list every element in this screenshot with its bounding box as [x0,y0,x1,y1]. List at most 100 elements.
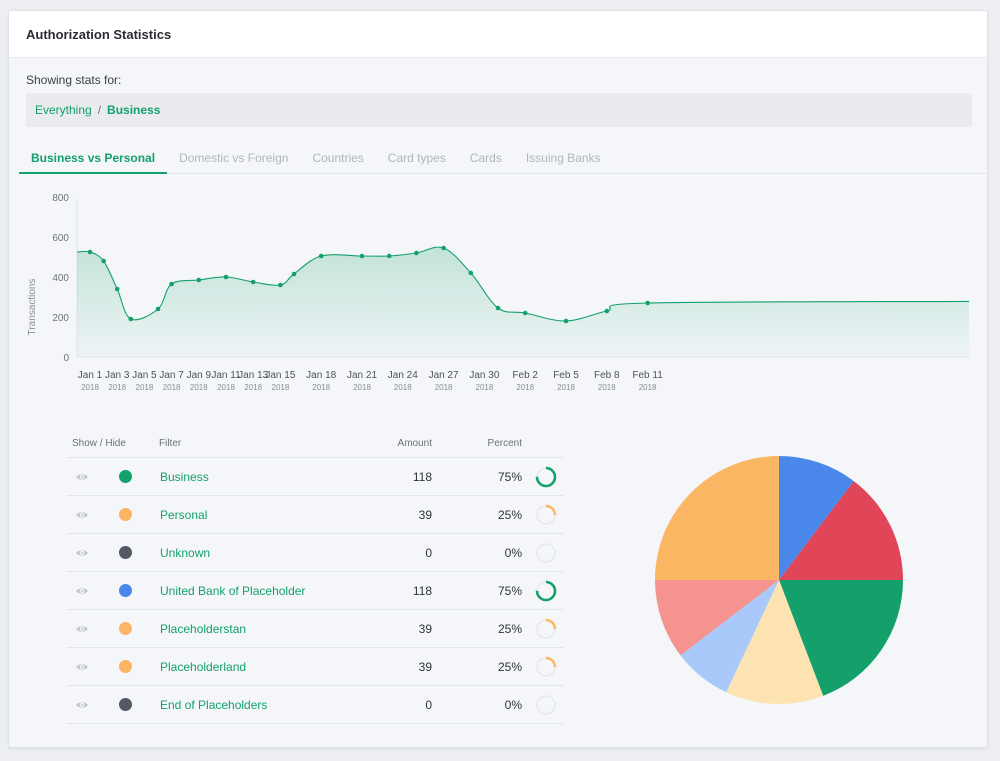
data-point [278,282,283,288]
data-point [645,300,650,306]
x-tick-label: Jan 13 [238,370,268,381]
tab-bar: Business vs Personal Domestic vs Foreign… [19,149,987,174]
percent-ring [535,656,557,678]
breadcrumb-separator: / [97,103,102,117]
x-tick-label: Jan 1 [78,370,103,381]
data-point [87,249,93,255]
table-row: Business 118 75% [67,458,564,496]
x-tick-year: 2018 [136,383,154,392]
header-amount: Amount [397,438,432,449]
tab-business-vs-personal[interactable]: Business vs Personal [19,149,168,174]
ring-progress [535,504,557,526]
color-dot [119,622,132,635]
data-point [468,270,474,276]
eye-icon[interactable] [75,660,89,674]
eye-icon[interactable] [75,470,89,484]
pie-slice [779,456,854,580]
percent-value: 25% [497,660,522,674]
color-dot [119,546,132,559]
x-tick-label: Jan 9 [187,370,212,381]
eye-icon[interactable] [75,508,89,522]
pie-slice [779,481,903,580]
eye-icon[interactable] [75,698,89,712]
amount-value: 0 [425,698,432,712]
filter-link[interactable]: Placeholderland [160,660,247,674]
area-fill [77,247,969,357]
y-tick-label: 400 [52,273,69,284]
x-tick-year: 2018 [81,383,99,392]
data-point [495,305,501,311]
tab-card-types[interactable]: Card types [387,151,446,165]
data-point [155,306,161,312]
card-title: Authorization Statistics [9,11,987,58]
data-point [359,253,365,259]
x-tick-year: 2018 [244,383,262,392]
filter-link[interactable]: Business [160,470,209,484]
breadcrumb: Everything / Business [26,93,972,127]
percent-ring [535,466,557,488]
y-tick-label: 800 [52,193,69,204]
x-tick-year: 2018 [312,383,330,392]
percent-ring [535,618,557,640]
tab-cards[interactable]: Cards [469,151,502,165]
amount-value: 118 [412,584,432,598]
filter-link[interactable]: Personal [160,508,208,522]
percent-ring [536,543,556,563]
x-tick-year: 2018 [557,383,575,392]
x-tick-year: 2018 [639,383,657,392]
color-dot [119,470,132,483]
data-point [128,316,134,322]
data-point [250,279,256,285]
x-tick-label: Feb 8 [594,370,620,381]
tab-domestic-vs-foreign[interactable]: Domestic vs Foreign [179,151,289,165]
pie-slice [655,580,779,656]
ring-progress [535,618,557,640]
percent-value: 25% [497,508,522,522]
amount-value: 39 [418,508,432,522]
color-dot [119,508,132,521]
transactions-area-chart: 0 200 400 600 800 Transactions Jan 1 2018 Jan 3 2… [27,193,970,392]
percent-value: 75% [497,470,522,484]
percent-ring [536,695,556,715]
data-point [169,281,174,287]
y-axis-title: Transactions [27,279,38,336]
x-tick-year: 2018 [190,383,208,392]
table-row: Unknown 0 0% [67,534,564,572]
filter-link[interactable]: Unknown [160,546,211,560]
authorization-statistics-card: Authorization Statistics Showing stats f… [8,10,988,748]
x-tick-year: 2018 [353,383,371,392]
filter-link[interactable]: End of Placeholders [160,698,268,712]
x-tick-year: 2018 [163,383,181,392]
x-tick-label: Jan 15 [265,370,295,381]
eye-icon[interactable] [75,584,89,598]
y-tick-label: 600 [52,233,69,244]
x-tick-label: Feb 2 [512,370,538,381]
pie-slice [779,580,903,696]
breadcrumb-everything[interactable]: Everything [35,103,92,117]
x-tick-year: 2018 [394,383,412,392]
data-point [196,277,202,283]
data-point [114,286,120,292]
data-point [522,310,528,316]
data-point [318,253,324,259]
table-row: Personal 39 25% [67,496,564,534]
ring-progress [535,656,557,678]
x-tick-year: 2018 [435,383,453,392]
table-header: Show / Hide Filter Amount Percent [67,431,564,458]
tab-countries[interactable]: Countries [312,151,364,165]
x-tick-label: Jan 3 [105,370,130,381]
data-point [386,253,392,259]
x-tick-label: Feb 5 [553,370,579,381]
eye-icon[interactable] [75,546,89,560]
x-tick-label: Jan 24 [388,370,418,381]
x-tick-year: 2018 [272,383,290,392]
filter-link[interactable]: Placeholderstan [160,622,247,636]
filter-link[interactable]: United Bank of Placeholder [160,584,306,598]
eye-icon[interactable] [75,622,89,636]
x-tick-year: 2018 [516,383,534,392]
x-tick-year: 2018 [598,383,616,392]
tab-issuing-banks[interactable]: Issuing Banks [525,151,601,165]
distribution-pie-chart [655,456,903,704]
x-tick-label: Jan 5 [132,370,157,381]
x-tick-label: Jan 27 [429,370,459,381]
